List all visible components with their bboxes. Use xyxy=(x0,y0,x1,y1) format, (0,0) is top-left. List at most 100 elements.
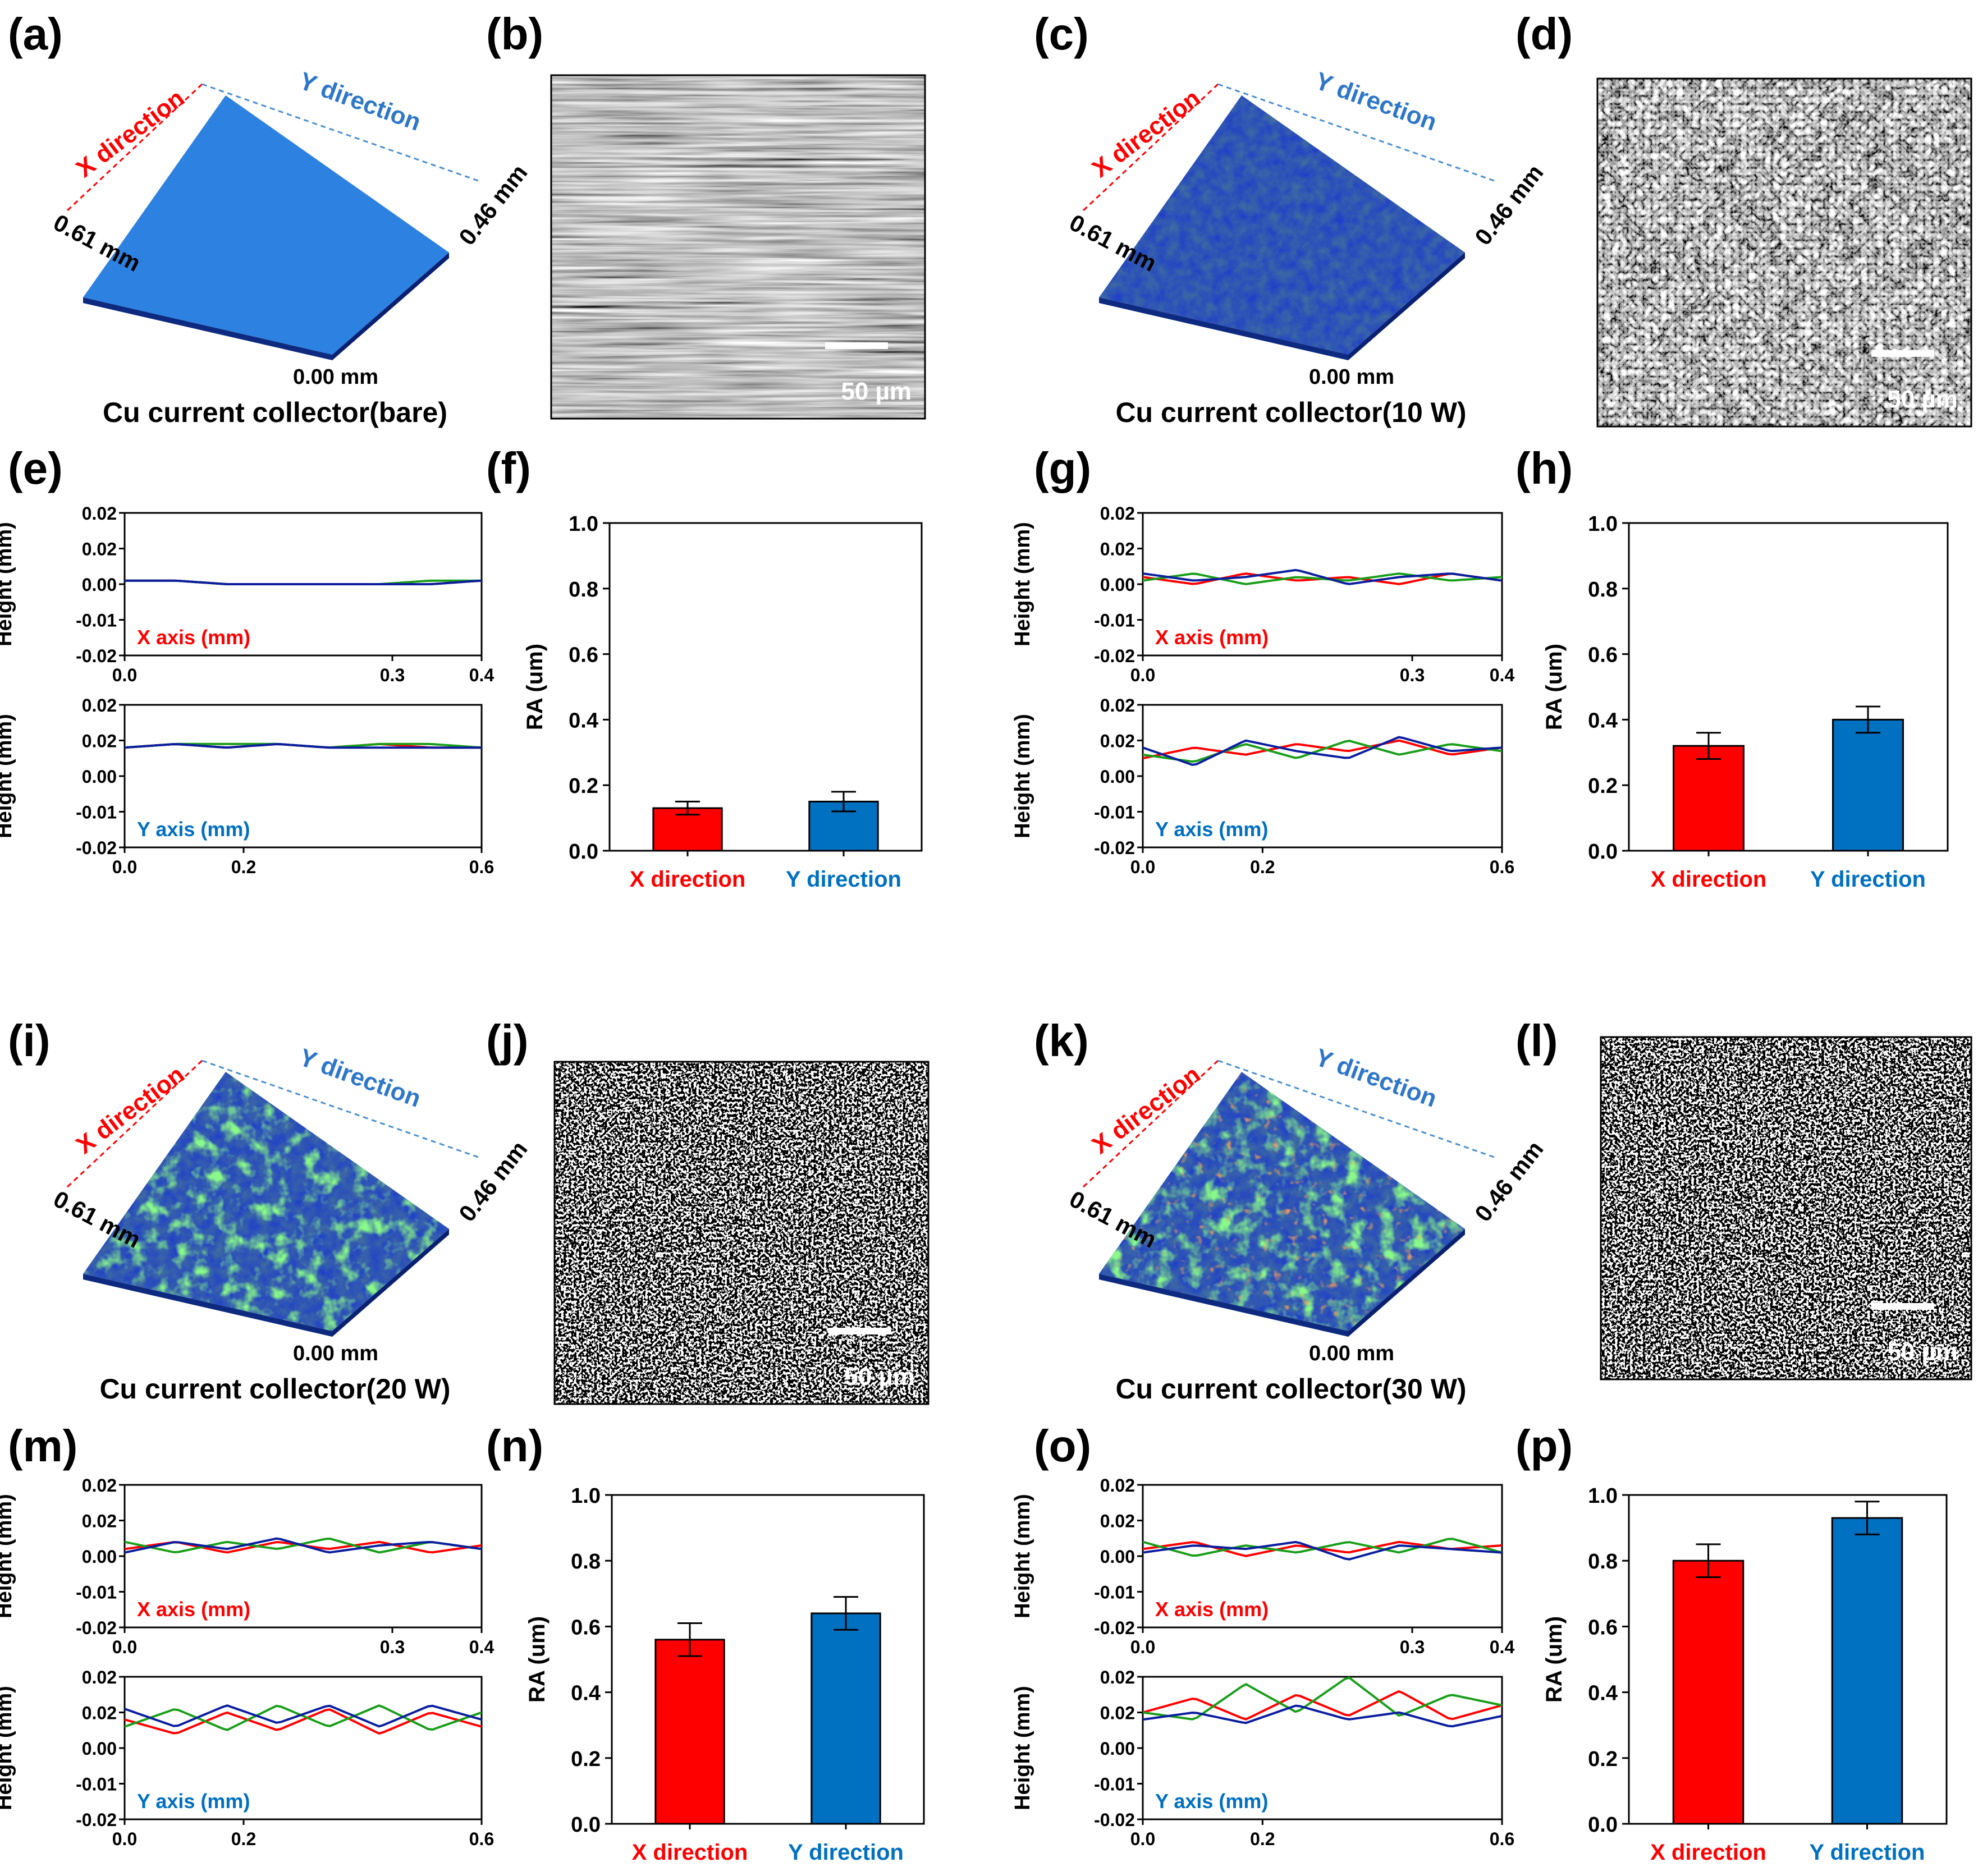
x-tick-label: 0.2 xyxy=(1250,857,1275,877)
y-tick-label: 0.02 xyxy=(82,1703,117,1723)
series-line-2 xyxy=(125,579,482,585)
surface-side-face xyxy=(332,253,449,360)
y-tick-label: 0.4 xyxy=(569,709,598,732)
y-tick-label: 0.02 xyxy=(1100,1667,1135,1687)
y-tick-label: 0.02 xyxy=(82,1511,117,1531)
y-axis-title: RA (um) xyxy=(1542,644,1567,730)
y-tick-label: 0.02 xyxy=(1100,1475,1135,1496)
y-axis-title: RA (um) xyxy=(523,644,547,730)
panel-letter: (f) xyxy=(486,443,531,493)
x-direction-label: X direction xyxy=(1087,84,1206,183)
axis-name-label: Y axis (mm) xyxy=(1155,1790,1268,1813)
y-axis-title: Height (mm) xyxy=(0,1686,16,1810)
line-chart-g-x: 0.02 0.02 0.00 -0.01 -0.020.0 0.3 0.4 Height (m… xyxy=(1011,503,1514,685)
origin-label: 0.00 mm xyxy=(293,1342,378,1365)
y-tick-label: -0.02 xyxy=(1094,838,1135,858)
x-tick-label: 0.0 xyxy=(112,857,137,877)
series-line-2 xyxy=(124,1537,482,1554)
y-direction-guide xyxy=(202,83,479,182)
y-tick-label: -0.01 xyxy=(76,1774,117,1795)
y-tick-label: -0.01 xyxy=(1094,1583,1135,1603)
y-tick-label: 1.0 xyxy=(569,512,598,536)
x-tick-label: 0.0 xyxy=(112,1637,137,1657)
sem-image-30W: 50 µm xyxy=(1600,1036,1972,1380)
bar-chart-h: 0.0 0.2 0.4 0.6 0.8 1.0 RA (um) X direction Y di… xyxy=(1542,512,1949,892)
line-chart-g-y: 0.02 0.02 0.00 -0.01 -0.020.0 0.2 0.6 Height (m… xyxy=(1011,695,1514,877)
sem-frame xyxy=(550,74,926,420)
panel-letter: (m) xyxy=(8,1421,77,1471)
sem-image-10W: 50 µm xyxy=(1596,77,1972,428)
plot-frame xyxy=(123,1484,483,1629)
sem-micrograph xyxy=(1601,1037,1971,1379)
y-tick-label: -0.01 xyxy=(76,802,117,823)
y-tick-label: 0.0 xyxy=(569,840,598,864)
y-tick-label: 0.02 xyxy=(82,695,117,715)
y-direction-label: Y direction xyxy=(1312,1043,1441,1113)
sem-frame xyxy=(1600,1036,1972,1380)
sample-caption: Cu current collector(20 W) xyxy=(99,1373,450,1405)
scale-bar xyxy=(825,342,888,349)
y-axis-title: Height (mm) xyxy=(1011,522,1034,646)
y-tick-label: 0.0 xyxy=(1588,840,1618,864)
y-tick-label: 0.00 xyxy=(82,1739,117,1759)
panel-letter: (p) xyxy=(1515,1421,1573,1471)
plot-frame xyxy=(123,704,483,848)
y-tick-label: 0.00 xyxy=(82,575,117,595)
y-direction-guide xyxy=(1217,83,1495,182)
y-axis-title: Height (mm) xyxy=(1011,714,1034,838)
y-tick-label: 0.00 xyxy=(82,767,117,787)
x-tick-label: 0.3 xyxy=(380,1637,405,1657)
x-tick-label: 0.0 xyxy=(1130,1637,1155,1657)
series-line-1 xyxy=(1142,740,1503,763)
bar-0 xyxy=(1673,745,1745,852)
y-tick-label: 0.8 xyxy=(571,1550,601,1574)
y-tick-label: 0.02 xyxy=(82,503,117,524)
surface-front-face xyxy=(1099,297,1348,360)
panel-letter: (h) xyxy=(1515,443,1573,493)
x-tick-label: 0.4 xyxy=(469,1637,495,1657)
x-tick-label: 0.0 xyxy=(1130,1829,1155,1849)
series-line-2 xyxy=(124,1704,482,1728)
plot-frame xyxy=(608,522,923,852)
y-tick-label: -0.02 xyxy=(1094,646,1135,666)
surface-side-face xyxy=(1348,253,1465,360)
sem-image-bare: 50 µm xyxy=(550,74,926,420)
x-tick-label: 0.0 xyxy=(112,1829,137,1849)
category-label-0: X direction xyxy=(1650,1840,1766,1865)
x-direction-label: X direction xyxy=(71,1061,190,1159)
series-line-1 xyxy=(124,1537,482,1554)
y-tick-label: 0.00 xyxy=(1100,767,1135,787)
y-tick-label: 0.6 xyxy=(571,1616,601,1639)
x-tick-label: 0.2 xyxy=(1250,1829,1275,1849)
y-direction-label: Y direction xyxy=(296,67,425,136)
category-label-1: Y direction xyxy=(786,867,901,892)
series-line-0 xyxy=(1142,739,1503,760)
scale-bar-label: 50 µm xyxy=(844,1363,915,1391)
x-direction-label: X direction xyxy=(71,84,190,183)
line-chart-c-y: 0.02 0.02 0.00 -0.01 -0.020.0 0.2 0.6 Height (m… xyxy=(0,695,494,877)
y-tick-label: 0.2 xyxy=(569,774,598,798)
x-tick-label: 0.6 xyxy=(469,857,494,877)
y-tick-label: 0.02 xyxy=(1100,731,1135,751)
surface-front-face xyxy=(83,1274,332,1337)
y-tick-label: 0.6 xyxy=(569,644,598,667)
panel-letter: (c) xyxy=(1034,9,1089,59)
surface-front-face xyxy=(1099,1274,1348,1337)
y-tick-label: -0.01 xyxy=(1094,1774,1135,1795)
y-tick-label: 0.2 xyxy=(571,1747,601,1771)
origin-label: 0.00 mm xyxy=(293,365,378,389)
origin-label: 0.00 mm xyxy=(1309,365,1394,389)
category-label-1: Y direction xyxy=(1810,1840,1925,1865)
bar-chart-p: 0.0 0.2 0.4 0.6 0.8 1.0 RA (um) X direction Y di… xyxy=(1542,1484,1948,1865)
x-tick-label: 0.0 xyxy=(112,665,137,685)
y-tick-label: 0.4 xyxy=(1588,709,1618,732)
y-tick-label: 0.00 xyxy=(1100,1547,1135,1567)
category-label-0: X direction xyxy=(630,867,746,892)
series-line-1 xyxy=(1142,1538,1503,1557)
x-direction-guide xyxy=(1082,83,1219,212)
panel-letter: (g) xyxy=(1034,443,1091,493)
y-tick-label: 0.02 xyxy=(82,1667,117,1687)
y-axis-title: Height (mm) xyxy=(0,714,16,838)
